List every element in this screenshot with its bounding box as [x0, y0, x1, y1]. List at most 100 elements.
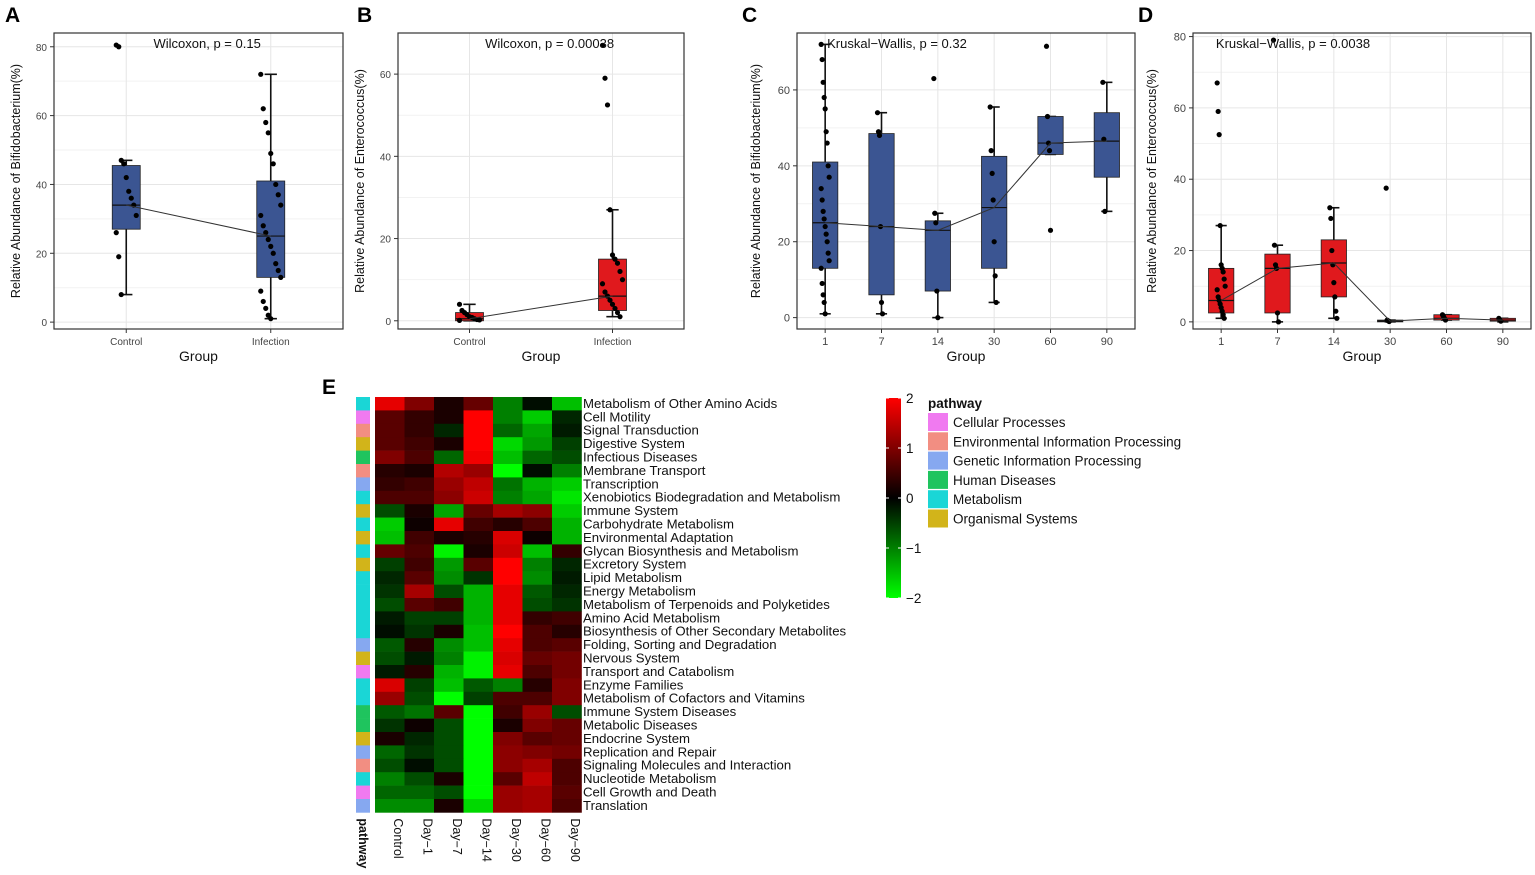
data-point [821, 216, 827, 222]
heatmap-cell [375, 799, 405, 813]
heatmap-cell [552, 732, 582, 746]
heatmap-cell [375, 732, 405, 746]
y-tick-label: 20 [380, 235, 392, 246]
heatmap-cell [375, 651, 405, 666]
pathway-annotation-cell [356, 531, 370, 545]
data-point [826, 258, 832, 264]
heatmap-cell [463, 638, 494, 652]
heatmap-cell [404, 624, 435, 639]
box-iqr [256, 180, 286, 278]
heatmap-cell [463, 464, 494, 478]
heatmap-cell [434, 665, 464, 679]
panel-a-boxplot: 0 20 40 60 80 Control Infection Wilcoxon, p = 0… [9, 32, 344, 364]
heatmap-cell [493, 531, 523, 545]
heatmap-row-label: Cell Growth and Death [583, 785, 716, 800]
heatmap-row-label: Energy Metabolism [583, 584, 696, 599]
heatmap-cell [493, 571, 523, 585]
heatmap-cell [493, 598, 523, 612]
data-point [1221, 315, 1227, 321]
heatmap-cell [434, 732, 464, 746]
heatmap-cell [552, 504, 582, 518]
data-point [876, 132, 883, 139]
data-point [1214, 287, 1220, 293]
heatmap-column-label: Day−14 [479, 818, 493, 861]
x-axis-title: Group [522, 348, 561, 364]
heatmap-cell [375, 397, 405, 411]
data-point [258, 212, 264, 219]
data-point [599, 42, 606, 48]
pathway-annotation-cell [356, 423, 370, 438]
y-tick-label: 20 [778, 237, 790, 249]
heatmap-row-label: Metabolism of Cofactors and Vitamins [583, 691, 805, 706]
data-point [602, 75, 608, 81]
pathway-annotation-cell [356, 732, 370, 746]
heatmap-cell [434, 423, 464, 438]
pathway-annotation-cell [356, 745, 370, 760]
data-point [879, 311, 886, 317]
heatmap-cell [493, 772, 523, 786]
x-tick-label: 1 [822, 336, 828, 348]
heatmap-cell [375, 557, 405, 572]
legend-swatch [928, 451, 948, 470]
heatmap-cell [375, 705, 405, 719]
heatmap-cell [375, 638, 405, 652]
data-point [823, 231, 829, 237]
heatmap-cell [522, 437, 553, 451]
data-point [1214, 80, 1220, 86]
heatmap-cell [463, 665, 494, 679]
heatmap-row-label: Transport and Catabolism [583, 664, 734, 679]
data-point [456, 301, 463, 307]
heatmap-column-label: Day−7 [450, 818, 464, 855]
heatmap-cell [463, 477, 494, 492]
data-point [824, 140, 830, 146]
heatmap-cell [434, 504, 464, 518]
heatmap-row-label: Transcription [583, 476, 659, 491]
heatmap-cell [522, 665, 553, 679]
data-point [265, 236, 271, 243]
heatmap-cell [434, 397, 464, 411]
heatmap-column-label: Control [391, 818, 405, 858]
median-connector-line [1220, 262, 1503, 322]
color-scale-bar [886, 398, 901, 598]
data-point [1217, 222, 1223, 229]
heatmap-cell [463, 504, 494, 518]
heatmap-cell [404, 531, 435, 545]
panel-letter-c: C [742, 4, 757, 27]
heatmap-cell [404, 397, 435, 411]
data-point [258, 71, 264, 77]
heatmap-row-label: Membrane Transport [583, 463, 706, 478]
heatmap-cell [493, 423, 523, 438]
pathway-annotation-cell [356, 691, 370, 706]
data-point [993, 299, 999, 306]
heatmap-cell [522, 624, 553, 639]
pathway-annotation-cell [356, 705, 370, 719]
heatmap-cell [552, 638, 582, 652]
panel-letter-b: B [357, 4, 372, 27]
median-connector-line [126, 204, 271, 237]
data-point [1102, 208, 1108, 214]
box-iqr [1093, 112, 1120, 178]
data-point [113, 230, 119, 236]
data-point [1498, 318, 1504, 324]
heatmap-cell [522, 678, 553, 693]
heatmap-cell [463, 624, 494, 639]
heatmap-row-label: Environmental Adaptation [583, 530, 733, 545]
data-point [1334, 315, 1340, 321]
heatmap-cell [522, 544, 553, 559]
pathway-annotation-cell [356, 504, 370, 518]
heatmap-cell [404, 799, 435, 813]
data-point [1270, 37, 1277, 43]
heatmap-cell [463, 423, 494, 438]
heatmap-cell [434, 571, 464, 585]
data-point [273, 261, 279, 267]
heatmap-row-label: Lipid Metabolism [583, 570, 682, 585]
panel-b-boxplot: 0 20 40 60 Control Infection Wilcoxon, p = 0.0… [353, 32, 685, 364]
heatmap-cell [404, 571, 435, 585]
heatmap-row-label: Cell Motility [583, 409, 651, 424]
heatmap-cell [522, 758, 553, 773]
heatmap-row-label: Metabolic Diseases [583, 718, 698, 733]
heatmap-cell [404, 437, 435, 451]
heatmap-row-label: Endocrine System [583, 731, 690, 746]
heatmap-cell [434, 772, 464, 786]
heatmap-cell [404, 410, 435, 425]
